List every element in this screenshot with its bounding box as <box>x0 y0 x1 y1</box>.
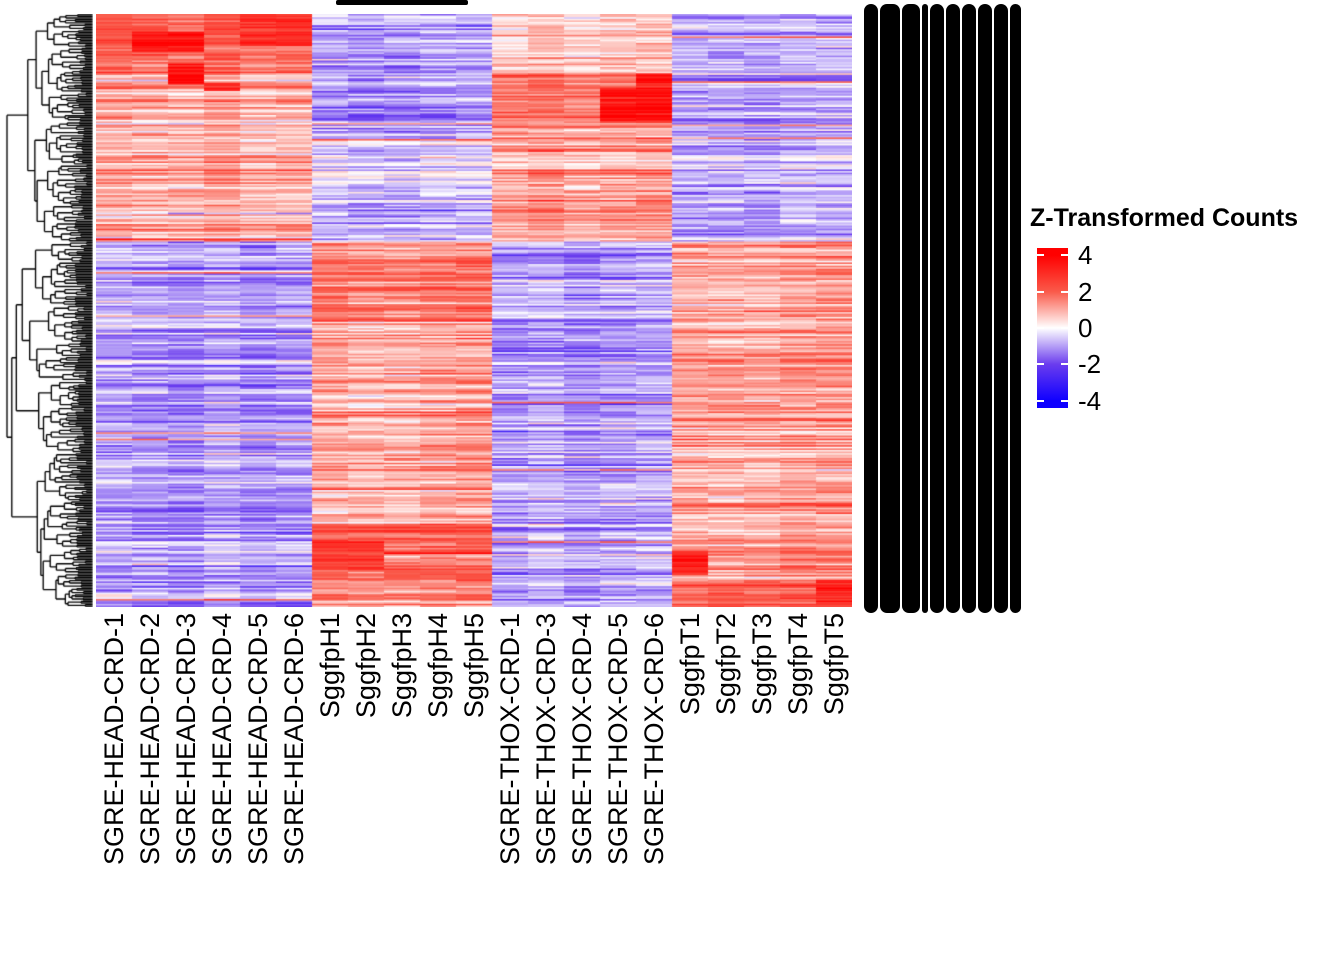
legend-tick-mark <box>1037 290 1044 293</box>
row-labels-strip <box>861 4 1021 613</box>
legend-tick-mark <box>1037 399 1044 402</box>
col-label: SGRE-THOX-CRD-4 <box>567 613 597 866</box>
col-label: SggfpH2 <box>351 613 381 719</box>
col-label: SGRE-HEAD-CRD-5 <box>243 613 273 866</box>
legend-tick-mark <box>1037 254 1044 257</box>
row-label-glyph-column <box>922 4 928 613</box>
col-label: SGRE-HEAD-CRD-6 <box>279 613 309 866</box>
col-label: SGRE-HEAD-CRD-3 <box>171 613 201 866</box>
col-label: SGRE-HEAD-CRD-2 <box>135 613 165 866</box>
legend-tick-mark <box>1037 363 1044 366</box>
row-label-glyph-column <box>930 4 944 613</box>
col-label: SGRE-THOX-CRD-3 <box>531 613 561 866</box>
row-label-glyph-column <box>1010 4 1021 613</box>
legend-tick-label: 4 <box>1078 240 1093 271</box>
heatmap-grid <box>96 14 852 607</box>
col-label: SggfpH3 <box>387 613 417 719</box>
row-label-glyph-column <box>864 4 878 613</box>
col-label: SggfpT4 <box>783 613 813 716</box>
row-dendrogram <box>4 14 93 607</box>
col-label: SggfpH1 <box>315 613 345 719</box>
col-label: SggfpT3 <box>747 613 777 716</box>
legend-tick-label: 2 <box>1078 276 1093 307</box>
col-label: SggfpH4 <box>423 613 453 719</box>
column-dendrogram-fragment <box>336 0 468 5</box>
col-label: SGRE-THOX-CRD-1 <box>495 613 525 866</box>
col-label: SGRE-HEAD-CRD-1 <box>99 613 129 866</box>
row-label-glyph-column <box>978 4 992 613</box>
row-label-glyph-column <box>880 4 900 613</box>
legend-tick-mark <box>1061 399 1068 402</box>
legend-tick-mark <box>1037 327 1044 329</box>
row-label-glyph-column <box>962 4 976 613</box>
legend-tick-mark <box>1061 327 1068 329</box>
row-label-glyph-column <box>946 4 960 613</box>
row-label-glyph-column <box>994 4 1008 613</box>
col-label: SggfpH5 <box>459 613 489 719</box>
legend-tick-label: 0 <box>1078 313 1093 343</box>
col-label: SGRE-THOX-CRD-5 <box>603 613 633 866</box>
legend-tick-mark <box>1061 290 1068 293</box>
col-label: SggfpT1 <box>675 613 705 716</box>
legend-tick-label: -4 <box>1078 385 1102 416</box>
col-label: SGRE-HEAD-CRD-4 <box>207 613 237 866</box>
legend-tick-mark <box>1061 254 1068 257</box>
col-label: SGRE-THOX-CRD-6 <box>639 613 669 866</box>
col-label: SggfpT2 <box>711 613 741 716</box>
legend-tick-label: -2 <box>1078 349 1102 380</box>
row-label-glyph-column <box>902 4 920 613</box>
col-label: SggfpT5 <box>819 613 849 716</box>
legend-title: Z-Transformed Counts <box>1030 204 1299 232</box>
legend-tick-mark <box>1061 363 1068 366</box>
